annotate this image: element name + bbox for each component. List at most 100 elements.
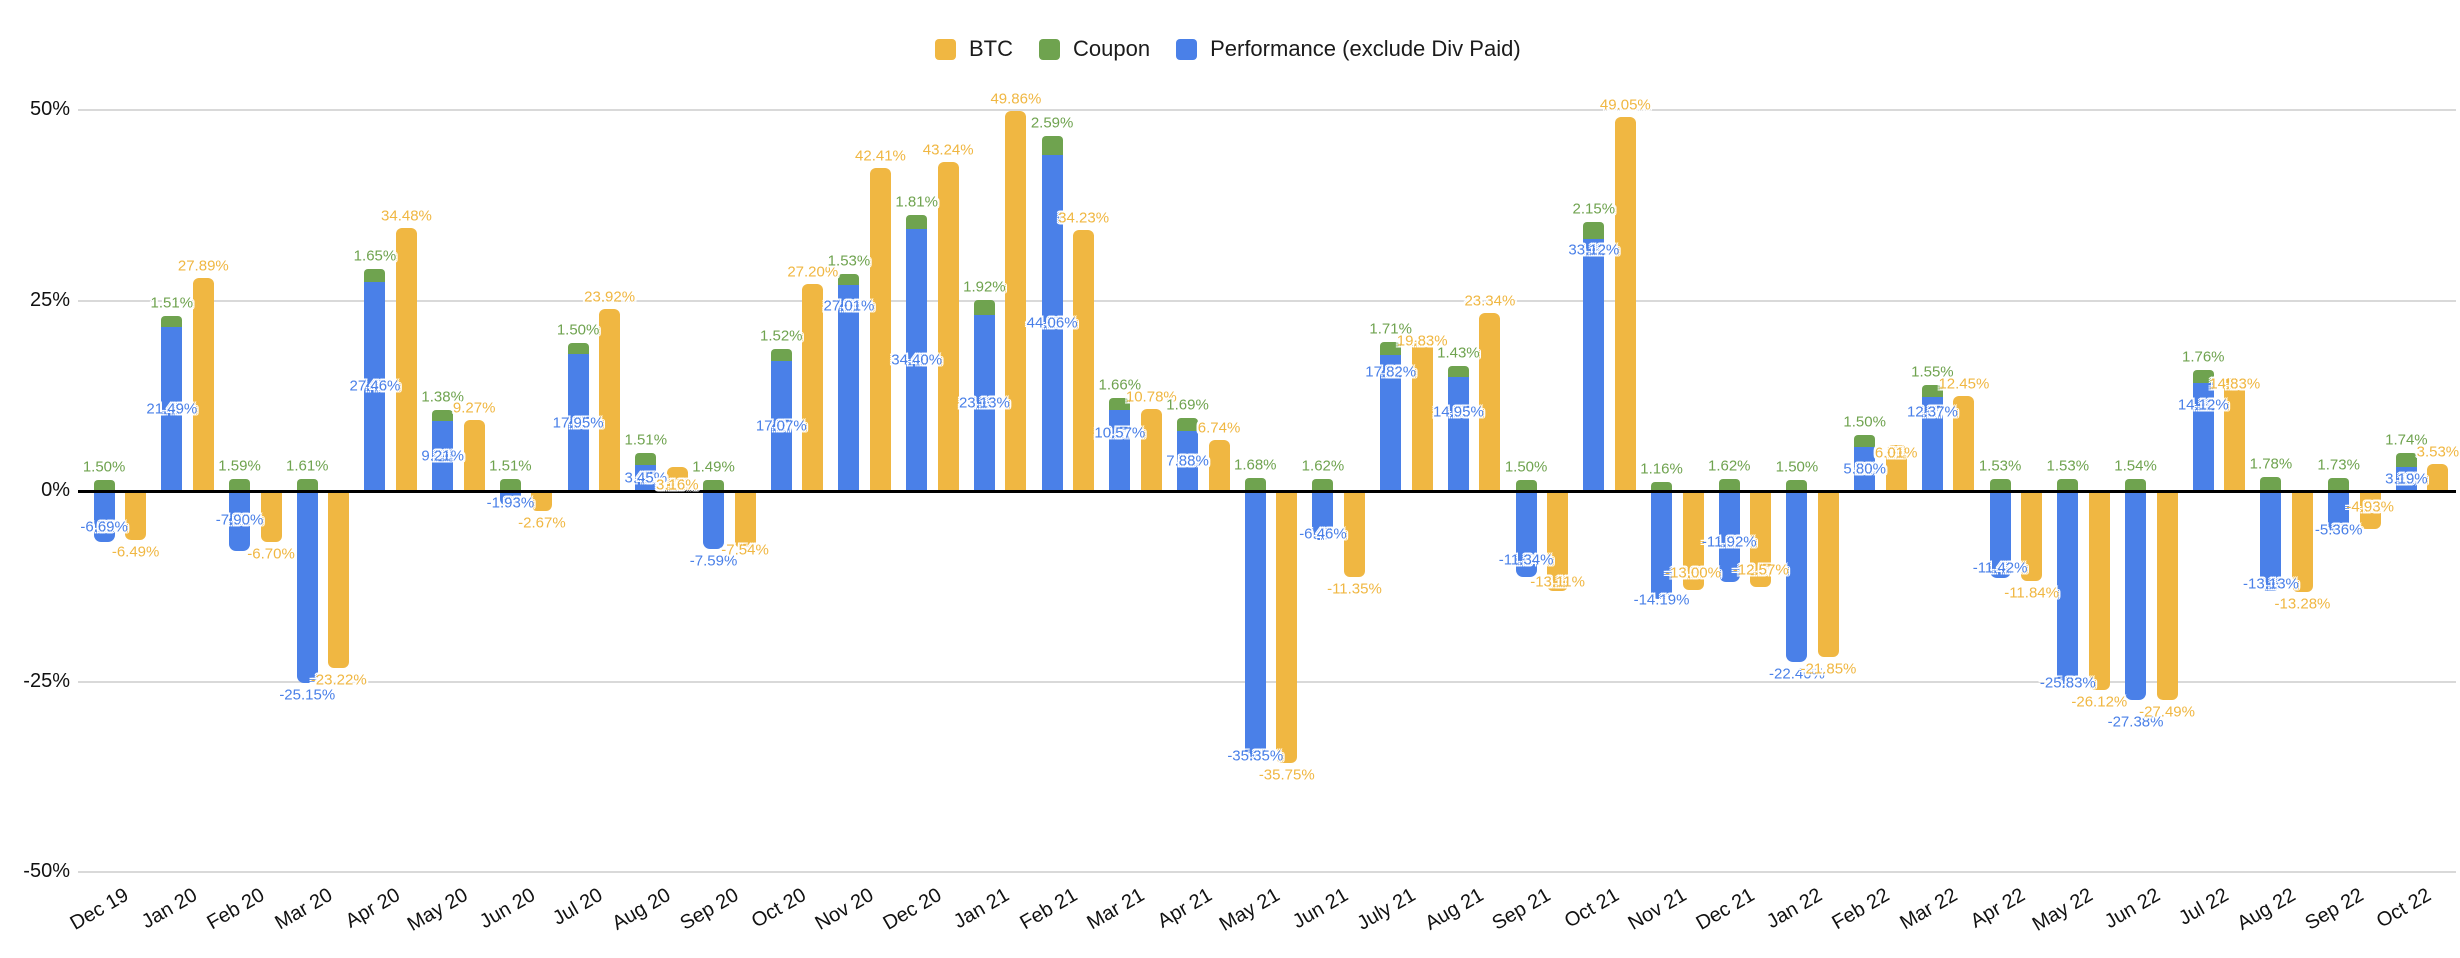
bar-btc[interactable] [1953,396,1975,491]
bar-performance[interactable] [2260,491,2282,592]
bar-coupon[interactable] [2395,453,2417,467]
bar-performance[interactable] [296,491,318,683]
bar-btc[interactable] [1140,408,1162,491]
bar-coupon[interactable] [2125,479,2147,491]
bar-performance[interactable] [1312,491,1334,541]
bar-btc[interactable] [531,491,553,512]
bar-performance[interactable] [161,327,183,491]
bar-btc[interactable] [869,167,891,491]
bar-coupon[interactable] [567,342,589,355]
bar-performance[interactable] [1109,410,1131,491]
bar-coupon[interactable] [635,453,657,465]
bar-performance[interactable] [93,491,115,542]
bar-coupon[interactable] [229,478,251,491]
bar-btc[interactable] [1817,491,1839,658]
bar-btc[interactable] [395,228,417,491]
bar-btc[interactable] [2224,377,2246,491]
bar-coupon[interactable] [1921,384,1943,397]
bar-btc[interactable] [463,420,485,491]
bar-coupon[interactable] [93,479,115,491]
bar-btc[interactable] [1479,313,1501,491]
bar-performance[interactable] [973,314,995,491]
bar-btc[interactable] [1614,117,1636,491]
bar-btc[interactable] [1276,491,1298,764]
bar-coupon[interactable] [161,315,183,328]
bar-btc[interactable] [599,308,621,491]
bar-btc[interactable] [2427,464,2449,491]
bar-performance[interactable] [2395,466,2417,491]
bar-btc[interactable] [192,278,214,491]
bar-performance[interactable] [1244,491,1266,761]
bar-performance[interactable] [1380,355,1402,491]
bar-coupon[interactable] [1718,478,1740,491]
bar-coupon[interactable] [770,349,792,361]
bar-btc[interactable] [937,161,959,491]
bar-coupon[interactable] [1447,366,1469,378]
bar-performance[interactable] [1583,238,1605,491]
bar-performance[interactable] [838,285,860,491]
bar-performance[interactable] [906,228,928,491]
bar-performance[interactable] [2192,383,2214,491]
bar-coupon[interactable] [838,273,860,286]
bar-performance[interactable] [1515,491,1537,578]
bar-btc[interactable] [1750,491,1772,587]
bar-coupon[interactable] [2260,477,2282,491]
bar-performance[interactable] [1177,430,1199,491]
bar-btc[interactable] [1005,111,1027,491]
bar-coupon[interactable] [703,479,725,491]
bar-btc[interactable] [1208,439,1230,491]
bar-btc[interactable] [125,491,147,541]
bar-btc[interactable] [2021,491,2043,582]
bar-coupon[interactable] [1786,479,1808,491]
bar-coupon[interactable] [2328,477,2350,491]
bar-performance[interactable] [364,281,386,491]
bar-performance[interactable] [1041,155,1063,491]
bar-performance[interactable] [499,491,521,506]
bar-coupon[interactable] [1109,397,1131,411]
bar-coupon[interactable] [1854,435,1876,447]
bar-performance[interactable] [635,464,657,491]
bar-btc[interactable] [328,491,350,668]
bar-coupon[interactable] [1244,478,1266,491]
bar-performance[interactable] [432,420,454,491]
bar-btc[interactable] [1682,491,1704,591]
bar-performance[interactable] [567,354,589,491]
bar-coupon[interactable] [1312,478,1334,491]
bar-performance[interactable] [1786,491,1808,662]
bar-btc[interactable] [260,491,282,543]
bar-btc[interactable] [1885,445,1907,491]
bar-coupon[interactable] [296,478,318,491]
bar-coupon[interactable] [973,300,995,315]
bar-coupon[interactable] [364,269,386,282]
bar-btc[interactable] [1547,491,1569,591]
bar-performance[interactable] [703,491,725,549]
bar-performance[interactable] [1447,377,1469,491]
bar-coupon[interactable] [1041,135,1063,156]
bar-btc[interactable] [1343,491,1365,578]
bar-coupon[interactable] [499,479,521,491]
bar-coupon[interactable] [2192,369,2214,384]
bar-performance[interactable] [2328,491,2350,532]
bar-btc[interactable] [2156,491,2178,701]
bar-btc[interactable] [1411,339,1433,491]
bar-performance[interactable] [1921,396,1943,491]
bar-coupon[interactable] [2057,479,2079,491]
bar-performance[interactable] [1651,491,1673,600]
bar-coupon[interactable] [1380,342,1402,356]
bar-performance[interactable] [1854,446,1876,491]
bar-performance[interactable] [770,360,792,491]
bar-btc[interactable] [1073,230,1095,491]
bar-btc[interactable] [666,466,688,491]
bar-btc[interactable] [734,491,756,549]
bar-coupon[interactable] [1177,418,1199,431]
bar-coupon[interactable] [1515,479,1537,491]
bar-coupon[interactable] [1583,222,1605,239]
bar-performance[interactable] [2125,491,2147,700]
bar-performance[interactable] [1718,491,1740,582]
bar-coupon[interactable] [906,215,928,229]
bar-performance[interactable] [229,491,251,552]
bar-performance[interactable] [1989,491,2011,579]
bar-btc[interactable] [2088,491,2110,691]
bar-coupon[interactable] [1651,482,1673,491]
bar-btc[interactable] [2291,491,2313,593]
